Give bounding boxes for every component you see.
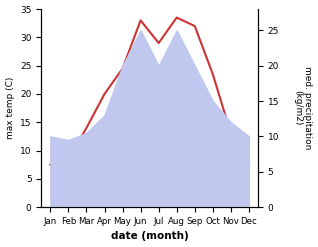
Y-axis label: max temp (C): max temp (C): [5, 77, 15, 139]
Y-axis label: med. precipitation
(kg/m2): med. precipitation (kg/m2): [293, 66, 313, 150]
X-axis label: date (month): date (month): [111, 231, 189, 242]
